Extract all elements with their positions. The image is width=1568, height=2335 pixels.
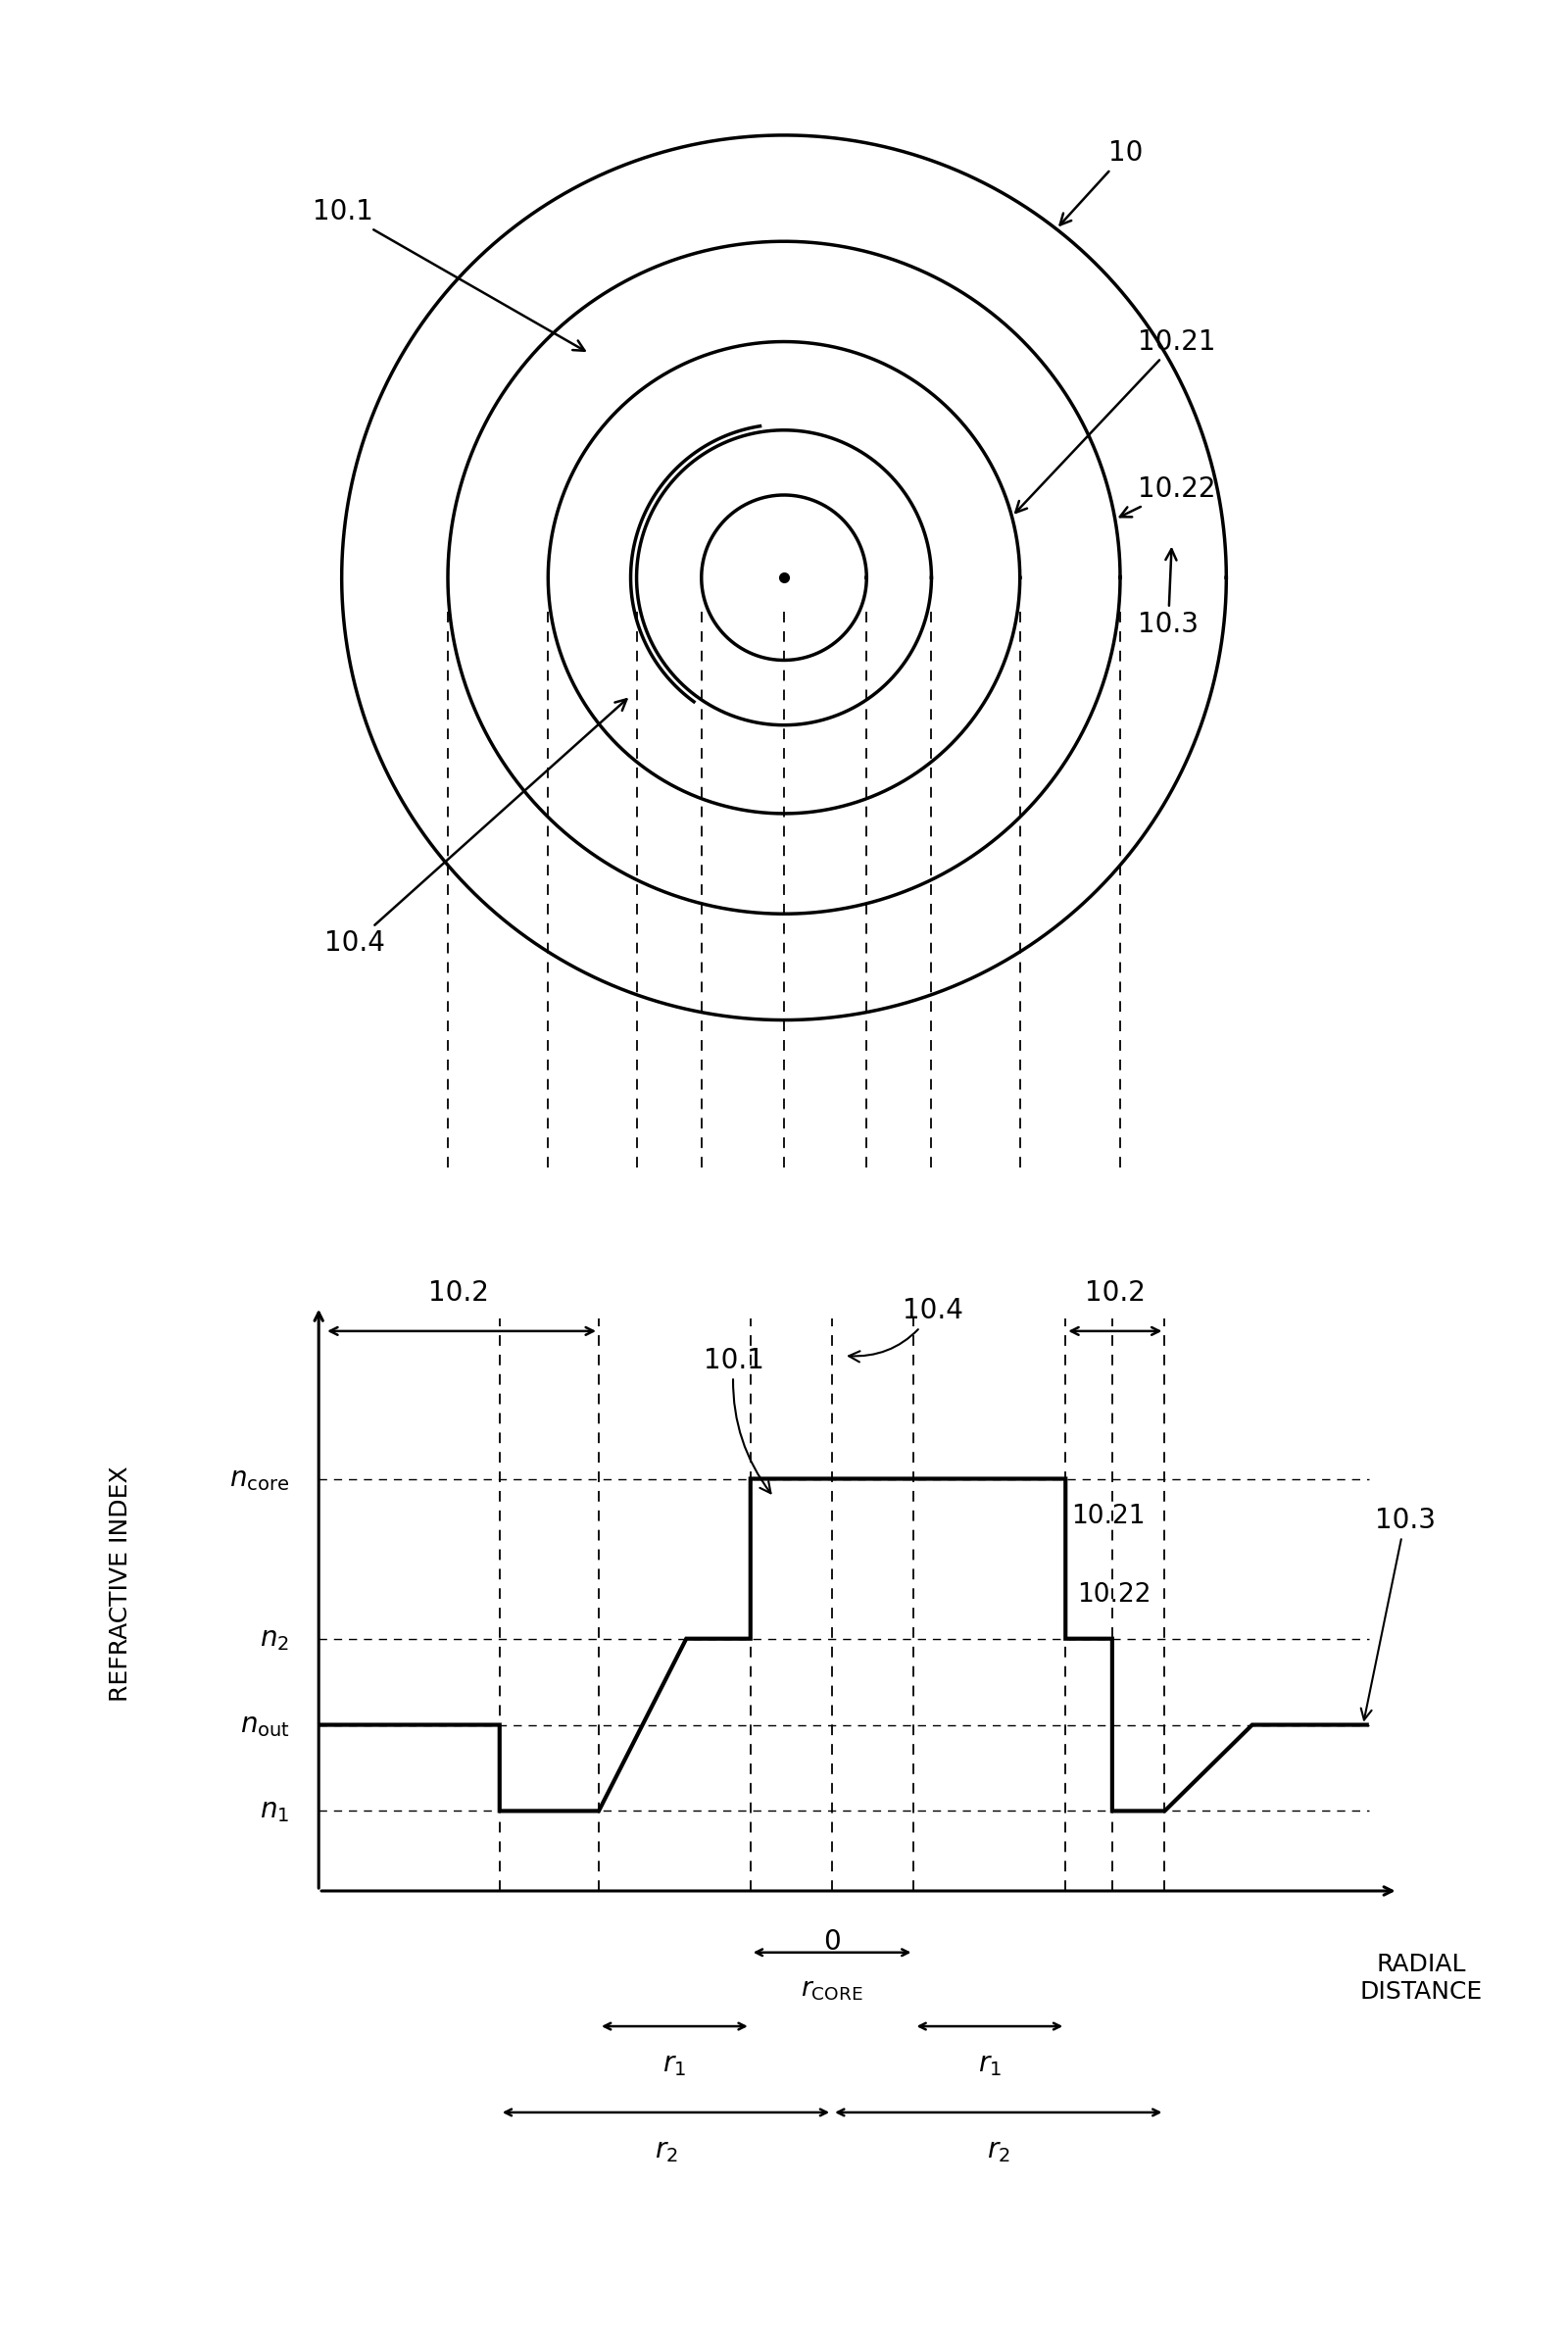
Text: 10.3: 10.3 <box>1361 1506 1435 1721</box>
Text: 10.1: 10.1 <box>312 198 585 350</box>
Text: $r_1$: $r_1$ <box>978 2050 1002 2078</box>
Text: 10.2: 10.2 <box>428 1280 489 1308</box>
Text: RADIAL
DISTANCE: RADIAL DISTANCE <box>1359 1952 1483 2003</box>
Text: $r_2$: $r_2$ <box>986 2137 1010 2165</box>
Text: 10.4: 10.4 <box>848 1298 963 1361</box>
Text: 10.1: 10.1 <box>704 1347 771 1492</box>
Text: 10.22: 10.22 <box>1077 1583 1151 1609</box>
Text: 10.21: 10.21 <box>1016 327 1215 514</box>
Text: 10.22: 10.22 <box>1120 476 1215 516</box>
Text: 10.2: 10.2 <box>1085 1280 1145 1308</box>
Text: $r_1$: $r_1$ <box>663 2050 687 2078</box>
Text: 10.3: 10.3 <box>1138 549 1198 637</box>
Text: 0: 0 <box>823 1929 840 1954</box>
Text: 10: 10 <box>1060 140 1143 224</box>
Text: $n_{\rm core}$: $n_{\rm core}$ <box>229 1464 290 1492</box>
Text: $n_2$: $n_2$ <box>260 1625 290 1653</box>
Text: $n_1$: $n_1$ <box>260 1798 290 1824</box>
Text: $n_{\rm out}$: $n_{\rm out}$ <box>240 1712 290 1740</box>
Text: $r_2$: $r_2$ <box>654 2137 677 2165</box>
Text: REFRACTIVE INDEX: REFRACTIVE INDEX <box>108 1466 132 1702</box>
Text: $r_{\rm CORE}$: $r_{\rm CORE}$ <box>801 1978 864 2003</box>
Text: 10.4: 10.4 <box>325 698 627 957</box>
Text: 10.21: 10.21 <box>1071 1504 1145 1529</box>
